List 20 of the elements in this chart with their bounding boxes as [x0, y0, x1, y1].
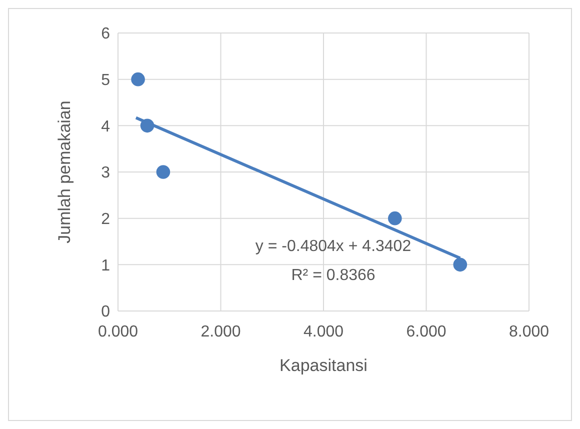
point	[156, 165, 170, 179]
y-axis-title: Jumlah pemakaian	[55, 100, 74, 244]
y-tick-label: 1	[101, 257, 110, 274]
x-axis-title: Kapasitansi	[280, 356, 368, 375]
y-tick-label: 5	[101, 72, 110, 90]
x-tick-label: 8.000	[508, 323, 550, 340]
y-tick-label: 0	[101, 304, 110, 321]
x-tick-label: 2.000	[200, 323, 241, 340]
x-tick-label: 4.000	[303, 323, 344, 340]
y-tick-label: 4	[101, 118, 110, 136]
point	[453, 258, 468, 272]
annotation: R² = 0.8366	[291, 266, 376, 286]
point	[388, 211, 402, 226]
y-tick-label: 3	[101, 164, 110, 182]
annotation: y = -0.4804x + 4.3402	[255, 237, 412, 258]
x-tick-label: 0.000	[98, 323, 138, 340]
point	[131, 72, 145, 86]
y-tick-label: 2	[101, 211, 110, 228]
y-tick-label: 6	[101, 26, 110, 43]
x-tick-label: 6.000	[406, 323, 446, 340]
